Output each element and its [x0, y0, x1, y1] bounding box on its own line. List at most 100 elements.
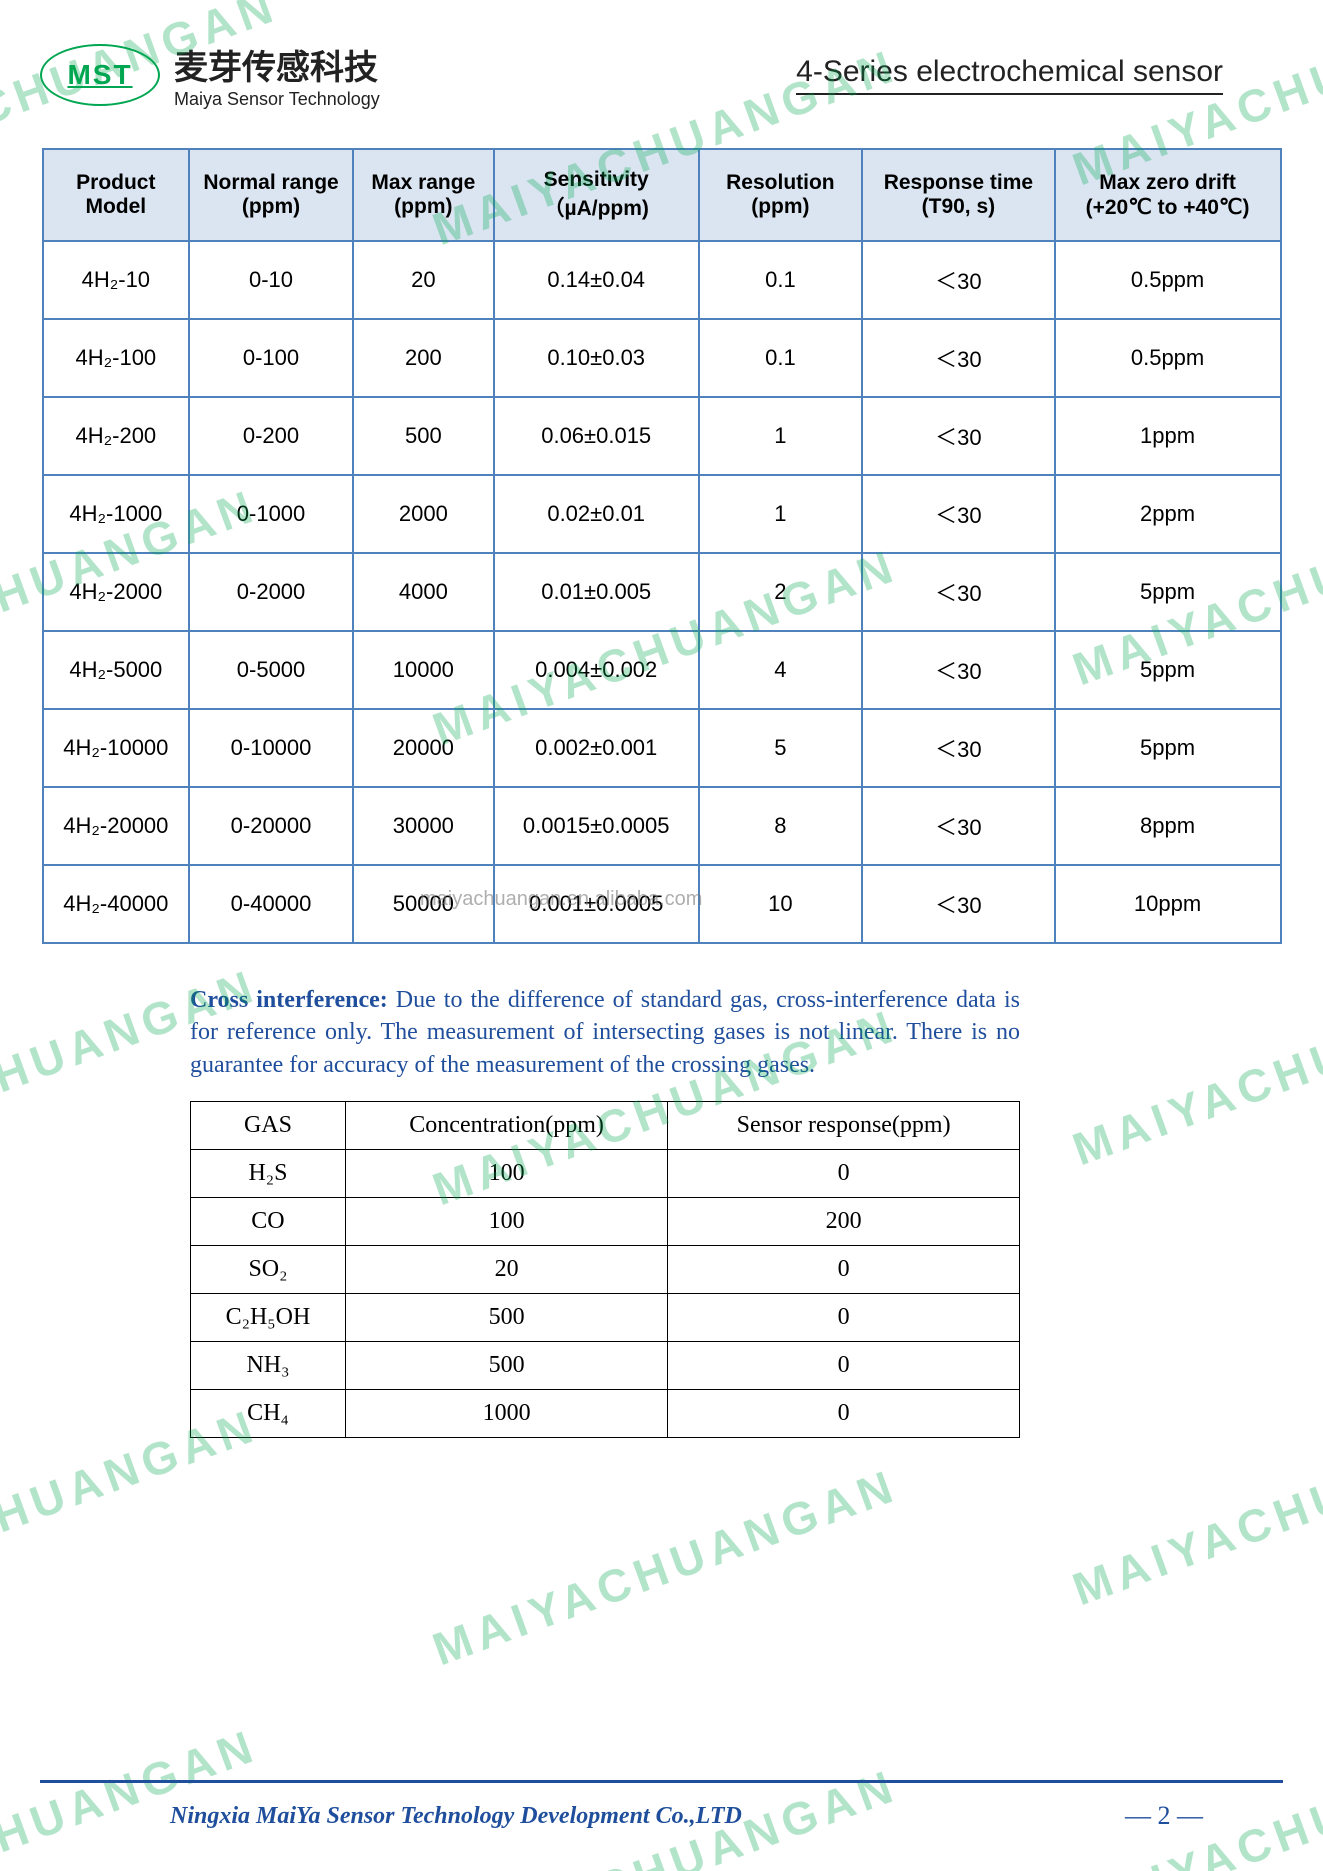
model-cell: 4H₂-40000 [43, 865, 190, 943]
spec-cell: 2ppm [1055, 475, 1281, 553]
cross-cell: 0 [668, 1150, 1020, 1198]
cross-cell: 500 [345, 1294, 667, 1342]
document-title: 4-Series electrochemical sensor [796, 55, 1223, 95]
table-row: 4H₂-1000-1002000.10±0.030.1＜300.5ppm [43, 319, 1281, 397]
table-row: 4H₂-20000-200040000.01±0.0052＜305ppm [43, 553, 1281, 631]
model-cell: 4H₂-1000 [43, 475, 190, 553]
table-row: 4H₂-2000-2005000.06±0.0151＜301ppm [43, 397, 1281, 475]
watermark-text: MAIYACHUANGAN [426, 1458, 905, 1676]
model-cell: 4H₂-2000 [43, 553, 190, 631]
cross-col-header: GAS [191, 1102, 346, 1150]
table-row: 4H₂-10000-100020000.02±0.011＜302ppm [43, 475, 1281, 553]
spec-cell: 5 [699, 709, 863, 787]
table-row: C₂H₅OH5000 [191, 1294, 1020, 1342]
spec-cell: 10 [699, 865, 863, 943]
table-row: H₂S1000 [191, 1150, 1020, 1198]
cross-cell: 20 [345, 1246, 667, 1294]
spec-table: Product ModelNormal range (ppm)Max range… [42, 148, 1282, 944]
spec-cell: 50000 [353, 865, 494, 943]
spec-cell: 0.5ppm [1055, 319, 1281, 397]
footer-company: Ningxia MaiYa Sensor Technology Developm… [170, 1803, 742, 1830]
table-row: 4H₂-100-10200.14±0.040.1＜300.5ppm [43, 241, 1281, 319]
spec-cell: 200 [353, 319, 494, 397]
watermark-text: MAIYACHUANGAN [1066, 1718, 1323, 1871]
brand-name-cn: 麦芽传感科技 [174, 40, 380, 89]
spec-cell: 0-5000 [189, 631, 353, 709]
spec-cell: ＜30 [862, 241, 1054, 319]
spec-cell: ＜30 [862, 631, 1054, 709]
cross-cell: 500 [345, 1342, 667, 1390]
model-cell: 4H₂-5000 [43, 631, 190, 709]
watermark-text: MAIYACHUANGAN [1066, 1398, 1323, 1616]
spec-col-header: Sensitivity （µA/ppm) [494, 149, 699, 241]
cross-cell: SO₂ [191, 1246, 346, 1294]
cross-table-body: H₂S1000CO100200SO₂200C₂H₅OH5000NH₃5000CH… [191, 1150, 1020, 1438]
spec-cell: ＜30 [862, 865, 1054, 943]
table-row: CO100200 [191, 1198, 1020, 1246]
spec-cell: 0.1 [699, 241, 863, 319]
cross-cell: 200 [668, 1198, 1020, 1246]
spec-cell: 0-20000 [189, 787, 353, 865]
spec-cell: 0.004±0.002 [494, 631, 699, 709]
spec-cell: 5ppm [1055, 631, 1281, 709]
cross-col-header: Concentration(ppm) [345, 1102, 667, 1150]
spec-cell: 0-200 [189, 397, 353, 475]
cross-interference-table: GASConcentration(ppm)Sensor response(ppm… [190, 1101, 1020, 1438]
spec-cell: 1ppm [1055, 397, 1281, 475]
spec-cell: 0-1000 [189, 475, 353, 553]
spec-cell: 20 [353, 241, 494, 319]
spec-col-header: Max range (ppm) [353, 149, 494, 241]
cross-cell: 0 [668, 1246, 1020, 1294]
cross-cell: H₂S [191, 1150, 346, 1198]
spec-cell: 0.0015±0.0005 [494, 787, 699, 865]
cross-cell: 100 [345, 1150, 667, 1198]
spec-cell: 0.1 [699, 319, 863, 397]
spec-cell: 2000 [353, 475, 494, 553]
cross-interference-note: Cross interference: Due to the differenc… [190, 984, 1020, 1081]
cross-cell: 0 [668, 1390, 1020, 1438]
page-header: MST 麦芽传感科技 Maiya Sensor Technology 4-Ser… [40, 40, 1283, 118]
cross-cell: CH₄ [191, 1390, 346, 1438]
table-row: 4H₂-400000-40000500000.001±0.000510＜3010… [43, 865, 1281, 943]
watermark-text: MAIYACHUANGAN [1066, 958, 1323, 1176]
table-row: 4H₂-100000-10000200000.002±0.0015＜305ppm [43, 709, 1281, 787]
spec-table-header-row: Product ModelNormal range (ppm)Max range… [43, 149, 1281, 241]
model-cell: 4H₂-200 [43, 397, 190, 475]
watermark-text: MAIYACHUANGAN [0, 1718, 265, 1871]
cross-col-header: Sensor response(ppm) [668, 1102, 1020, 1150]
spec-cell: 0.10±0.03 [494, 319, 699, 397]
cross-cell: 1000 [345, 1390, 667, 1438]
spec-cell: 0.01±0.005 [494, 553, 699, 631]
spec-cell: 0-100 [189, 319, 353, 397]
model-cell: 4H₂-10000 [43, 709, 190, 787]
spec-cell: 0-2000 [189, 553, 353, 631]
spec-cell: ＜30 [862, 553, 1054, 631]
spec-cell: 1 [699, 475, 863, 553]
spec-cell: 500 [353, 397, 494, 475]
spec-col-header: Normal range (ppm) [189, 149, 353, 241]
spec-cell: 4 [699, 631, 863, 709]
spec-cell: 8ppm [1055, 787, 1281, 865]
table-row: 4H₂-50000-5000100000.004±0.0024＜305ppm [43, 631, 1281, 709]
spec-cell: ＜30 [862, 787, 1054, 865]
spec-cell: 20000 [353, 709, 494, 787]
spec-cell: 5ppm [1055, 553, 1281, 631]
spec-cell: 0.002±0.001 [494, 709, 699, 787]
spec-cell: 5ppm [1055, 709, 1281, 787]
spec-col-header: Response time (T90, s) [862, 149, 1054, 241]
spec-col-header: Resolution (ppm) [699, 149, 863, 241]
spec-cell: 0.001±0.0005 [494, 865, 699, 943]
brand-name-en: Maiya Sensor Technology [174, 89, 380, 110]
page-footer: Ningxia MaiYa Sensor Technology Developm… [40, 1801, 1283, 1831]
spec-cell: 0.14±0.04 [494, 241, 699, 319]
spec-cell: 10ppm [1055, 865, 1281, 943]
spec-cell: ＜30 [862, 397, 1054, 475]
note-label: Cross interference: [190, 987, 388, 1013]
cross-cell: NH₃ [191, 1342, 346, 1390]
model-cell: 4H₂-10 [43, 241, 190, 319]
spec-table-body: 4H₂-100-10200.14±0.040.1＜300.5ppm4H₂-100… [43, 241, 1281, 943]
brand-block: MST 麦芽传感科技 Maiya Sensor Technology [40, 40, 380, 110]
table-row: NH₃5000 [191, 1342, 1020, 1390]
cross-cell: CO [191, 1198, 346, 1246]
spec-cell: 10000 [353, 631, 494, 709]
